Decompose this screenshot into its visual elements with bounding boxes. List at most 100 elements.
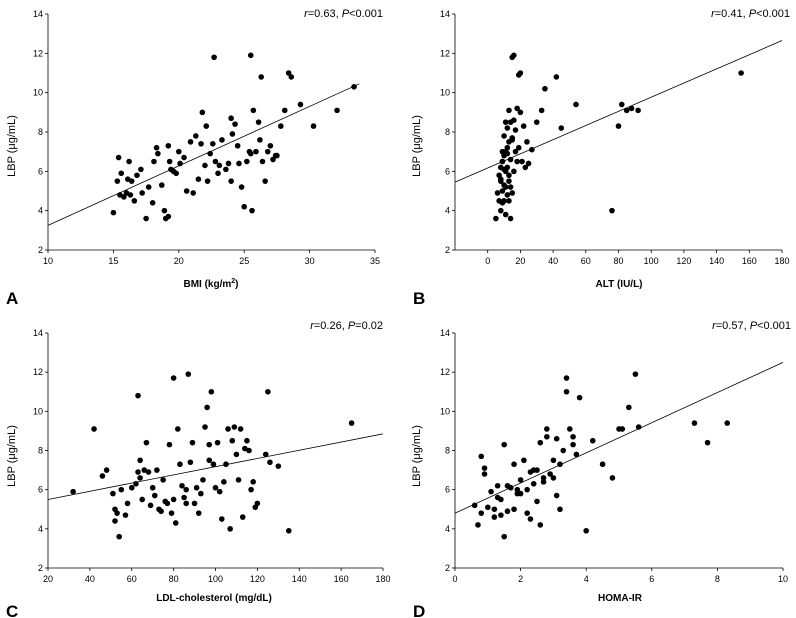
data-point [232, 121, 238, 127]
data-point [530, 480, 537, 487]
data-point [254, 500, 261, 507]
data-point [138, 166, 144, 173]
data-point [635, 424, 642, 430]
data-point [560, 447, 567, 454]
data-point [122, 512, 129, 518]
x-tick-label: 60 [581, 256, 591, 266]
data-point [514, 158, 520, 165]
y-tick-label: 12 [440, 48, 450, 58]
data-point [491, 514, 498, 520]
regression-line [47, 433, 384, 500]
y-tick-label: 12 [440, 367, 450, 377]
data-point [267, 459, 273, 466]
data-point [334, 107, 340, 114]
x-tick-label: 60 [127, 574, 137, 584]
panel-d: LBP (μg/mL) HOMA-IR r=0.57, P<0.001 D 2 4… [411, 320, 791, 618]
data-point [267, 142, 274, 149]
data-point [203, 123, 210, 129]
data-point [137, 457, 143, 464]
x-tick-label: 40 [548, 256, 558, 266]
data-point [183, 188, 190, 194]
x-tick-label: 35 [370, 256, 380, 266]
data-point [537, 439, 544, 446]
y-tick-label: 10 [33, 88, 43, 98]
data-point [278, 123, 284, 129]
y-tick-label: 14 [33, 9, 43, 19]
data-point [158, 508, 164, 515]
data-point [563, 375, 570, 381]
data-point [149, 200, 156, 206]
x-tick-label: 2 [518, 574, 523, 584]
data-point [181, 154, 187, 161]
data-point [248, 486, 254, 493]
x-axis-label: LDL-cholesterol (mg/dL) [156, 593, 272, 604]
data-point [504, 192, 511, 198]
y-tick-label: 14 [440, 9, 450, 19]
y-tick-label: 6 [38, 485, 43, 495]
y-tick-label: 10 [440, 88, 450, 98]
y-tick-label: 8 [38, 127, 43, 137]
data-point [250, 479, 256, 485]
data-point [589, 437, 596, 444]
data-point [216, 488, 223, 495]
correlation-stat: r=0.26, P=0.02 [310, 320, 383, 332]
data-point [121, 194, 127, 200]
data-point [507, 156, 514, 163]
data-point [160, 477, 166, 483]
data-point [228, 178, 234, 184]
data-point [139, 496, 146, 503]
data-point [166, 441, 173, 448]
data-point [567, 426, 573, 432]
data-point [202, 162, 208, 169]
data-point [507, 484, 514, 491]
data-point [511, 168, 517, 175]
data-point [137, 475, 143, 481]
regression-line [454, 362, 784, 514]
data-point [691, 420, 698, 426]
data-point [265, 388, 271, 395]
data-point [238, 184, 245, 190]
data-point [514, 486, 521, 493]
data-point [511, 117, 517, 123]
data-point [149, 484, 156, 491]
data-point [170, 375, 177, 381]
data-point [501, 533, 508, 540]
data-point [524, 510, 530, 516]
data-point [504, 125, 511, 131]
data-point [143, 439, 150, 446]
data-point [112, 518, 118, 524]
x-tick-label: 10 [43, 256, 53, 266]
data-point [542, 85, 548, 92]
data-point [491, 506, 498, 513]
data-point [181, 494, 187, 501]
data-point [210, 461, 217, 468]
data-point [288, 74, 295, 80]
x-tick-label: 140 [292, 574, 307, 584]
x-axis-label: HOMA-IR [598, 593, 643, 604]
x-tick-label: 4 [584, 574, 589, 584]
data-point [704, 439, 711, 446]
data-point [187, 459, 194, 466]
data-point [481, 465, 488, 471]
data-point [233, 451, 240, 458]
data-point [250, 107, 257, 114]
x-axis-label: BMI (kg/m2) [183, 278, 238, 290]
data-point [512, 127, 519, 133]
x-tick-label: 80 [169, 574, 179, 584]
panel-letter: A [6, 289, 18, 308]
data-point [158, 182, 165, 188]
y-tick-label: 8 [445, 446, 450, 456]
data-point [183, 500, 189, 507]
data-point [229, 131, 236, 137]
data-point [211, 54, 217, 61]
x-tick-label: 8 [715, 574, 720, 584]
data-point [166, 158, 173, 165]
data-point [527, 516, 534, 522]
data-point [502, 211, 509, 218]
panel-letter: B [413, 289, 425, 308]
data-point [609, 207, 615, 214]
data-point [626, 404, 632, 411]
data-point [151, 158, 157, 165]
data-point [285, 527, 292, 534]
x-tick-label: 120 [676, 256, 691, 266]
